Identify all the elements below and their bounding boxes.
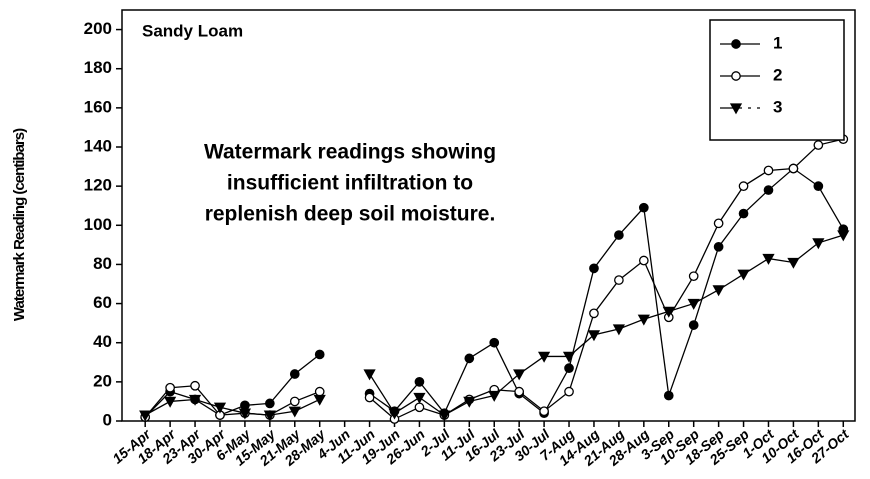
y-tick-label: 20	[93, 371, 112, 390]
marker	[514, 386, 525, 397]
marker	[263, 410, 276, 422]
marker	[663, 390, 674, 401]
marker	[464, 353, 475, 364]
marker	[763, 165, 774, 176]
marker	[812, 238, 825, 250]
marker	[238, 408, 252, 420]
y-tick-label: 40	[93, 332, 112, 351]
marker	[414, 402, 425, 413]
marker	[164, 396, 177, 408]
marker	[688, 271, 699, 282]
marker	[813, 140, 824, 150]
marker	[388, 408, 401, 420]
marker	[562, 351, 576, 363]
marker	[713, 218, 724, 229]
marker	[762, 253, 775, 265]
marker	[564, 386, 574, 397]
marker	[712, 285, 725, 297]
marker	[589, 308, 599, 319]
marker	[513, 369, 526, 381]
marker	[413, 392, 426, 404]
marker	[190, 380, 200, 391]
y-tick-label: 60	[93, 293, 112, 312]
marker	[314, 386, 325, 397]
marker	[314, 349, 325, 360]
marker	[489, 337, 500, 348]
marker	[289, 369, 300, 379]
legend-label: 1	[773, 33, 782, 52]
marker	[614, 230, 624, 240]
marker	[539, 406, 549, 417]
legend-label: 2	[773, 65, 782, 84]
legend-frame	[709, 19, 845, 141]
marker	[638, 202, 649, 213]
y-tick-label: 0	[103, 410, 112, 429]
y-tick-label: 100	[84, 215, 112, 234]
marker	[813, 181, 824, 191]
y-axis-label: Watermark Reading (centibars)	[11, 128, 28, 321]
marker	[731, 39, 741, 49]
marker	[165, 382, 175, 393]
marker	[614, 275, 624, 285]
y-tick-label: 80	[93, 254, 112, 273]
marker	[288, 406, 301, 418]
annotation: Sandy Loam	[142, 21, 243, 40]
marker	[738, 208, 749, 219]
marker	[763, 185, 774, 195]
marker	[363, 369, 376, 381]
marker	[264, 398, 275, 409]
marker	[188, 394, 202, 406]
y-tick-label: 160	[84, 97, 112, 116]
plot-frame	[121, 9, 856, 422]
marker	[737, 269, 750, 281]
marker	[688, 320, 699, 330]
y-tick-label: 120	[84, 176, 112, 195]
marker	[463, 396, 476, 408]
marker	[729, 103, 743, 115]
marker	[139, 410, 152, 422]
marker	[787, 257, 800, 269]
marker	[587, 330, 601, 342]
y-tick-label: 140	[84, 136, 112, 155]
marker	[438, 410, 451, 422]
marker	[713, 241, 724, 252]
marker	[364, 392, 375, 403]
marker	[637, 314, 650, 326]
annotation: replenish deep soil moisture.	[205, 203, 496, 226]
marker	[662, 306, 675, 318]
annotation: Watermark readings showing	[204, 141, 496, 164]
marker	[788, 163, 799, 174]
y-tick-label: 200	[84, 19, 112, 38]
marker	[738, 181, 749, 191]
marker	[612, 324, 625, 336]
marker	[414, 377, 425, 387]
marker	[564, 363, 574, 374]
marker	[537, 351, 551, 363]
legend-label: 3	[773, 97, 782, 116]
marker	[240, 400, 250, 411]
annotation: insufficient infiltration to	[227, 172, 473, 195]
marker	[589, 263, 599, 274]
marker	[213, 402, 227, 414]
marker	[638, 255, 649, 266]
marker	[731, 71, 741, 81]
marker	[313, 394, 326, 406]
marker	[488, 390, 501, 402]
marker	[289, 396, 300, 407]
marker	[837, 230, 850, 242]
marker	[687, 298, 700, 310]
y-tick-label: 180	[84, 58, 112, 77]
